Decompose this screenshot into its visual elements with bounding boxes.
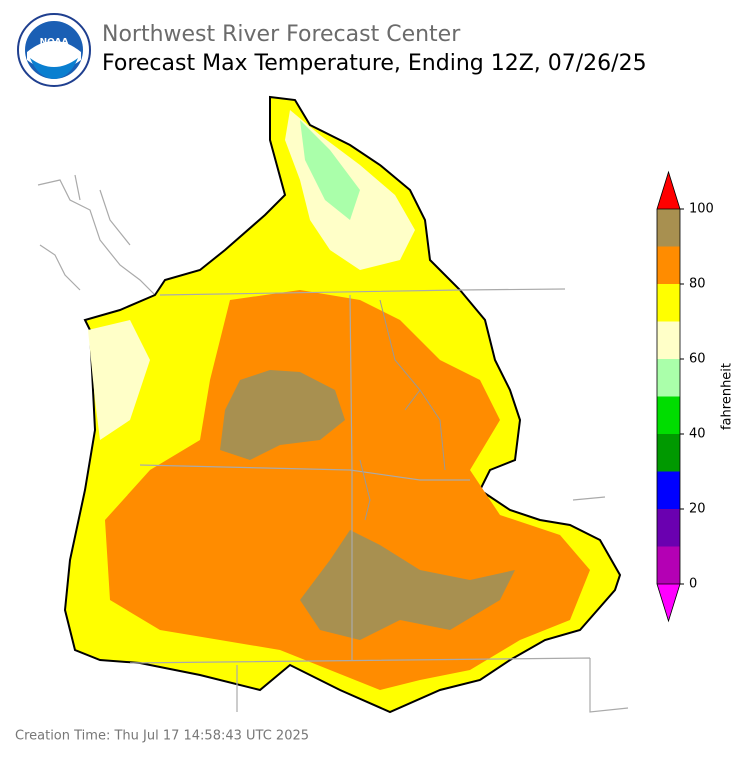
colorbar-segment	[657, 209, 680, 247]
tick-label: 100	[689, 202, 714, 217]
logo-wave	[30, 58, 78, 79]
hot-region	[220, 370, 345, 460]
coastline	[37, 174, 161, 301]
over-arrow	[656, 170, 681, 210]
colorbar-segment	[657, 284, 680, 322]
title: Northwest River Forecast Center	[102, 22, 461, 47]
under-arrow	[656, 583, 681, 623]
subbasin-boundary	[359, 299, 446, 521]
colorbar-frame	[656, 209, 681, 584]
tick-label: 80	[689, 277, 706, 292]
logo-text: NOAA	[40, 38, 69, 48]
coast-region	[88, 320, 150, 440]
colorbar-segment	[657, 359, 680, 397]
tick-label: 40	[689, 427, 706, 442]
tick-label: 20	[689, 502, 706, 517]
tick-label: 0	[689, 577, 697, 592]
hot-region	[300, 530, 515, 640]
colorbar-label: fahrenheit	[720, 363, 735, 430]
cool-region	[300, 120, 360, 220]
colorbar-segment	[657, 546, 680, 584]
colorbar: 0 20 40 60 80 100 fahrenheit	[656, 170, 735, 623]
colorbar-segment	[657, 509, 680, 547]
creation-time: Creation Time: Thu Jul 17 14:58:43 UTC 2…	[15, 729, 309, 744]
subtitle: Forecast Max Temperature, Ending 12Z, 07…	[102, 51, 647, 76]
tick-label: 60	[689, 352, 706, 367]
state-boundary	[129, 288, 629, 713]
colorbar-segment	[657, 321, 680, 359]
colorbar-segment	[657, 246, 680, 284]
map	[37, 95, 629, 714]
colorbar-segment	[657, 434, 680, 472]
logo: NOAA	[17, 13, 91, 87]
colorbar-segment	[657, 396, 680, 434]
colorbar-segment	[657, 471, 680, 509]
logo-gull	[27, 41, 81, 70]
